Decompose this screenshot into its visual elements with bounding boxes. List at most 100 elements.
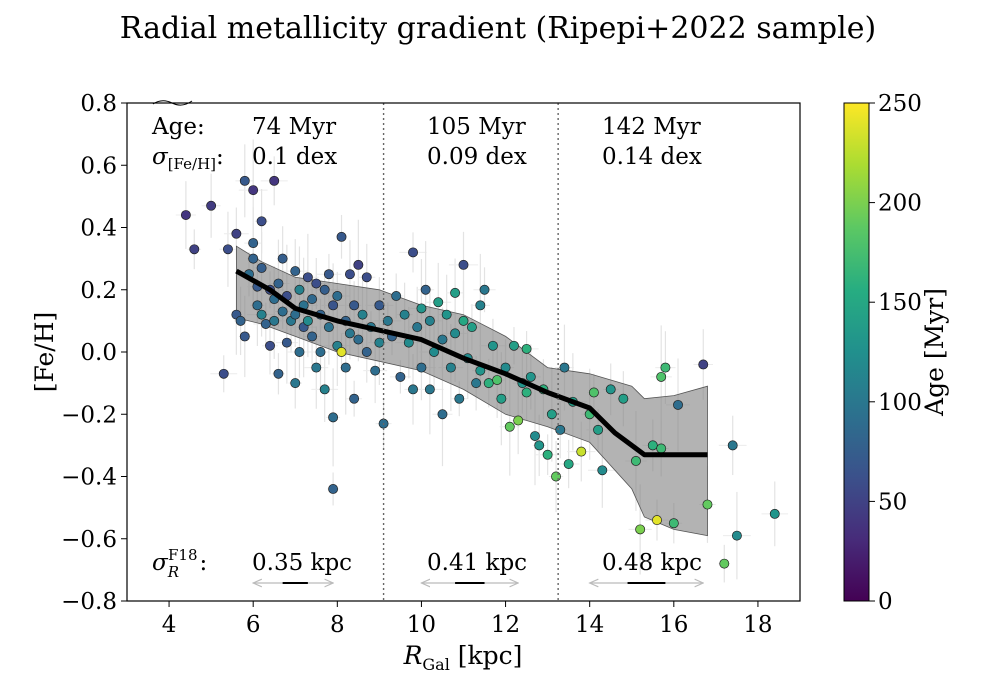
data-point — [349, 393, 360, 404]
data-point — [551, 471, 561, 482]
data-point — [563, 459, 574, 469]
data-point — [265, 340, 275, 351]
data-point — [206, 200, 217, 211]
data-point — [652, 515, 662, 526]
data-point — [412, 322, 423, 333]
y-tick-label: −0.2 — [61, 402, 117, 428]
data-point — [395, 371, 406, 382]
data-point — [525, 371, 536, 382]
plot-area — [175, 103, 789, 601]
running-median-line — [235, 268, 708, 458]
data-point — [374, 300, 385, 311]
data-point — [521, 387, 532, 398]
bin-age-label: 142 Myr — [602, 114, 701, 140]
data-point — [496, 393, 507, 404]
colorbar-tick-label: 150 — [878, 290, 922, 316]
data-point — [357, 309, 368, 320]
data-point — [256, 263, 267, 273]
colorbar — [843, 102, 870, 602]
y-tick-label: 0.6 — [80, 153, 117, 179]
bin-sigma-feh-label: 0.1 dex — [252, 144, 337, 170]
data-point — [307, 294, 318, 305]
data-point — [437, 409, 448, 420]
data-point — [668, 518, 679, 529]
y-tick-label: 0.8 — [80, 91, 117, 117]
data-point — [323, 322, 334, 333]
data-point — [513, 415, 524, 426]
data-point — [588, 387, 599, 398]
data-point — [631, 455, 641, 466]
data-point — [235, 315, 246, 326]
data-point — [315, 347, 326, 357]
data-point — [311, 278, 322, 289]
y-tick-label: 0.0 — [80, 340, 117, 366]
data-point — [424, 384, 435, 395]
colorbar-tick-label: 100 — [878, 390, 922, 416]
data-point — [546, 409, 557, 420]
data-point — [294, 347, 305, 357]
data-point — [319, 384, 330, 395]
axes: 4 6 8 10 12 14 16 18 0.8 0.6 0.4 0.2 0.0 −0.2 −0.4 −0.6… — [61, 91, 772, 638]
data-point — [294, 284, 305, 295]
data-point — [273, 368, 284, 379]
data-point — [408, 247, 418, 258]
data-point — [252, 300, 263, 311]
data-point — [420, 284, 431, 295]
dispersion-band — [236, 245, 708, 537]
tilde-icon — [152, 100, 193, 106]
x-axis-label: RGal [kpc] — [403, 641, 523, 674]
data-point — [391, 291, 402, 301]
data-point — [361, 272, 372, 283]
data-point — [239, 331, 250, 342]
data-point — [269, 175, 280, 186]
data-point — [702, 499, 713, 510]
data-point — [521, 343, 532, 354]
y-tick-label: −0.4 — [61, 465, 117, 491]
data-point — [559, 362, 570, 373]
colorbar-tick-label: 200 — [878, 191, 922, 217]
colorbar-ticks: 0 50 100 150 200 250 — [869, 91, 922, 615]
data-point — [277, 253, 288, 264]
x-tick-label: 10 — [407, 612, 436, 638]
data-point — [290, 378, 301, 389]
data-point — [408, 384, 418, 395]
data-point — [698, 359, 709, 370]
data-point — [311, 362, 322, 373]
data-point — [542, 449, 553, 460]
data-point — [302, 315, 313, 326]
data-point — [323, 269, 334, 280]
data-point — [361, 347, 372, 357]
data-point — [281, 337, 292, 348]
x-tick-label: 6 — [246, 612, 261, 638]
data-point — [353, 334, 364, 345]
data-point — [466, 322, 477, 333]
data-point — [450, 287, 461, 298]
y-axis-label: [Fe/H] — [30, 312, 59, 393]
data-point — [492, 375, 503, 385]
x-tick-label: 16 — [659, 612, 688, 638]
data-point — [445, 362, 456, 373]
data-point — [256, 309, 267, 320]
data-point — [328, 484, 339, 494]
data-point — [302, 272, 313, 283]
bin-sigma-r-label: 0.41 kpc — [427, 550, 527, 576]
age-row-label: Age: — [151, 114, 205, 140]
data-point — [479, 284, 490, 295]
y-tick-label: −0.6 — [61, 527, 117, 553]
data-point — [597, 465, 608, 476]
data-point — [336, 231, 347, 242]
data-point — [433, 297, 444, 308]
data-point — [349, 300, 360, 311]
data-point — [222, 244, 233, 255]
data-point — [458, 315, 469, 326]
data-point — [328, 300, 339, 311]
data-point — [483, 378, 494, 389]
colorbar-label: Age [Myr] — [920, 288, 949, 417]
data-point — [239, 175, 250, 186]
data-point — [656, 443, 667, 454]
data-point — [635, 524, 646, 535]
x-tick-label: 8 — [330, 612, 345, 638]
bin-age-label: 74 Myr — [252, 114, 336, 140]
data-point — [399, 309, 410, 320]
